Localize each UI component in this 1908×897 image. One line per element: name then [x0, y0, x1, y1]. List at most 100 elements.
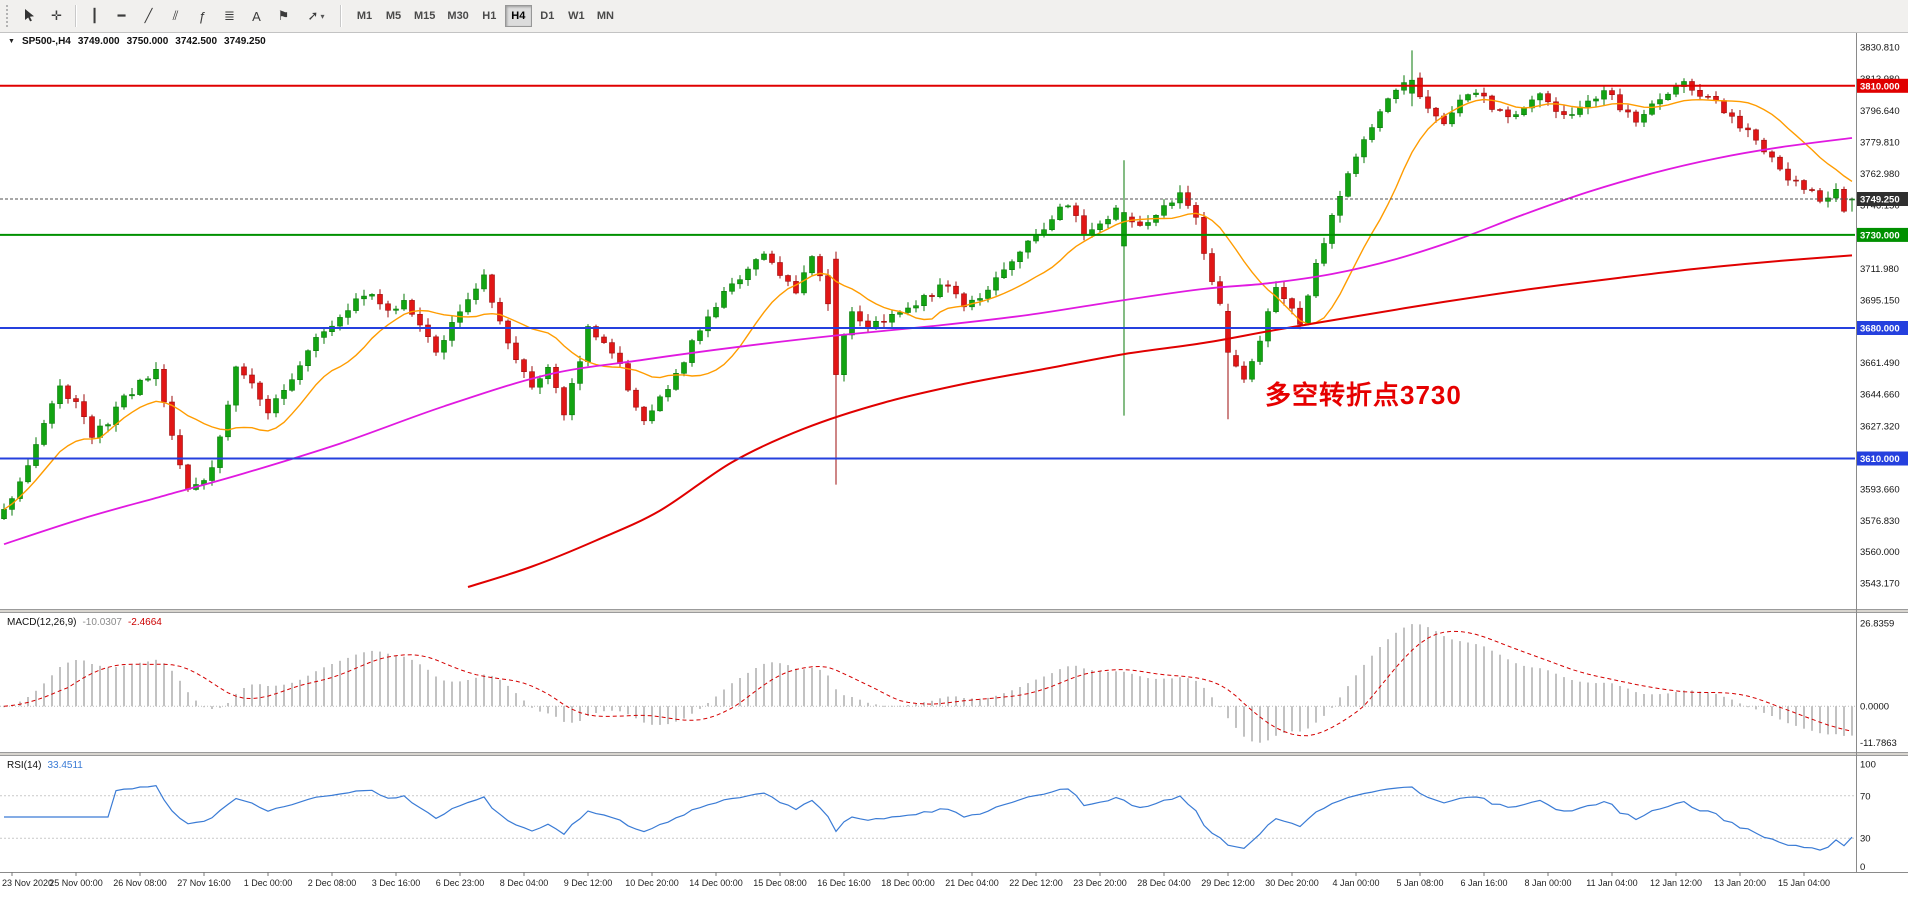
chart-title: ▼ SP500-,H4 3749.000 3750.000 3742.500 3…: [8, 36, 266, 47]
svg-text:3680.000: 3680.000: [1860, 324, 1900, 335]
fibonacci-tool-button[interactable]: ƒ: [189, 4, 216, 28]
arrows-tool-button[interactable]: ➚ ▾: [297, 4, 335, 28]
svg-text:3661.490: 3661.490: [1860, 358, 1900, 369]
svg-text:3627.320: 3627.320: [1860, 422, 1900, 433]
svg-text:6 Dec 23:00: 6 Dec 23:00: [436, 878, 485, 888]
trendline-tool-button[interactable]: ╱: [135, 4, 162, 28]
svg-text:26.8359: 26.8359: [1860, 619, 1894, 630]
chart-annotation[interactable]: 多空转折点3730: [1265, 380, 1462, 410]
macd-pane: [0, 624, 1855, 743]
ma-fast-line: [3, 98, 1853, 510]
pane-separator[interactable]: [0, 752, 1908, 756]
svg-text:30 Dec 20:00: 30 Dec 20:00: [1265, 878, 1319, 888]
horizontal-line-tool-button[interactable]: ━: [108, 4, 135, 28]
arrow-tool-icon: ➚: [307, 8, 319, 23]
svg-text:15 Jan 04:00: 15 Jan 04:00: [1778, 878, 1830, 888]
trendline-icon: ╱: [144, 8, 153, 23]
label-icon: ⚑: [277, 8, 290, 23]
timeframe-button-d1[interactable]: D1: [540, 10, 555, 22]
toolbar: ✛ ┃ ━ ╱ ⫽ ƒ ≣ A ⚑ ➚ ▾ M1 M5 M15 M30 H1 H4 D1 W1…: [0, 0, 1908, 33]
chevron-down-icon: ▾: [320, 11, 325, 21]
rsi-indicator-label: RSI(14) 33.4511: [7, 760, 83, 771]
svg-text:30: 30: [1860, 834, 1871, 845]
macd-main-value: -10.0307: [82, 617, 122, 628]
svg-text:14 Dec 00:00: 14 Dec 00:00: [689, 878, 743, 888]
timeframe-button-h1[interactable]: H1: [482, 10, 497, 22]
chart-canvas[interactable]: 3830.8103813.9803796.6403779.8103762.980…: [0, 33, 1908, 897]
svg-text:-11.7863: -11.7863: [1860, 738, 1897, 749]
ohlc-low: 3742.500: [175, 36, 218, 47]
svg-text:9 Dec 12:00: 9 Dec 12:00: [564, 878, 613, 888]
vertical-line-icon: ┃: [90, 8, 99, 23]
chart-window: 3830.8103813.9803796.6403779.8103762.980…: [0, 33, 1908, 897]
price-badge: [1857, 192, 1908, 206]
channel-icon: ⫽: [172, 8, 179, 23]
svg-text:12 Jan 12:00: 12 Jan 12:00: [1650, 878, 1702, 888]
text-tool-button[interactable]: A: [243, 4, 270, 28]
svg-text:25 Nov 00:00: 25 Nov 00:00: [49, 878, 103, 888]
ma-mid-line: [3, 137, 1853, 546]
timeframe-button-mn[interactable]: MN: [596, 10, 614, 22]
label-tool-button[interactable]: ⚑: [270, 4, 297, 28]
svg-text:3593.660: 3593.660: [1860, 484, 1900, 495]
timeframe-button-m30[interactable]: M30: [447, 10, 469, 22]
toolbar-separator: [340, 5, 341, 27]
svg-text:3711.980: 3711.980: [1860, 264, 1899, 275]
text-icon: A: [252, 8, 261, 24]
svg-text:3810.000: 3810.000: [1860, 81, 1900, 92]
ohlc-high: 3750.000: [126, 36, 169, 47]
svg-text:4 Jan 00:00: 4 Jan 00:00: [1332, 878, 1379, 888]
price-badge: [1857, 321, 1908, 335]
macd-signal-line: [3, 630, 1853, 737]
cursor-tool-button[interactable]: [16, 4, 43, 28]
svg-text:3543.170: 3543.170: [1860, 579, 1900, 590]
crosshair-tool-button[interactable]: ✛: [43, 4, 70, 28]
svg-text:23 Dec 20:00: 23 Dec 20:00: [1073, 878, 1127, 888]
svg-text:0: 0: [1860, 862, 1865, 873]
svg-text:27 Nov 16:00: 27 Nov 16:00: [177, 878, 231, 888]
macd-indicator-label: MACD(12,26,9) -10.0307 -2.4664: [7, 617, 162, 628]
rsi-name: RSI(14): [7, 760, 42, 771]
svg-text:8 Jan 00:00: 8 Jan 00:00: [1524, 878, 1571, 888]
svg-text:21 Dec 04:00: 21 Dec 04:00: [945, 878, 999, 888]
svg-text:28 Dec 04:00: 28 Dec 04:00: [1137, 878, 1191, 888]
svg-text:26 Nov 08:00: 26 Nov 08:00: [113, 878, 167, 888]
price-badge: [1857, 451, 1908, 466]
timeframe-button-m5[interactable]: M5: [385, 10, 402, 22]
svg-text:1 Dec 00:00: 1 Dec 00:00: [244, 878, 293, 888]
svg-text:70: 70: [1860, 791, 1871, 802]
fibonacci-icon: ƒ: [198, 8, 207, 24]
svg-text:29 Dec 12:00: 29 Dec 12:00: [1201, 878, 1255, 888]
chart-axes: 3830.8103813.9803796.6403779.8103762.980…: [0, 33, 1908, 888]
timeframe-button-m15[interactable]: M15: [414, 10, 436, 22]
svg-text:11 Jan 04:00: 11 Jan 04:00: [1586, 878, 1637, 888]
svg-text:22 Dec 12:00: 22 Dec 12:00: [1009, 878, 1063, 888]
svg-text:3610.000: 3610.000: [1860, 454, 1900, 465]
pane-separator[interactable]: [0, 609, 1908, 613]
ma-slow-line: [467, 254, 1853, 588]
svg-text:2 Dec 08:00: 2 Dec 08:00: [308, 878, 357, 888]
svg-text:18 Dec 00:00: 18 Dec 00:00: [881, 878, 935, 888]
svg-text:3695.150: 3695.150: [1860, 295, 1900, 306]
svg-text:16 Dec 16:00: 16 Dec 16:00: [817, 878, 871, 888]
vertical-line-tool-button[interactable]: ┃: [81, 4, 108, 28]
channel-tool-button[interactable]: ⫽: [162, 4, 189, 28]
svg-text:3 Dec 16:00: 3 Dec 16:00: [372, 878, 421, 888]
horizontal-line-icon: ━: [117, 8, 126, 23]
svg-text:3779.810: 3779.810: [1860, 138, 1900, 149]
svg-text:3762.980: 3762.980: [1860, 169, 1900, 180]
price-badge: [1857, 227, 1908, 242]
ohlc-open: 3749.000: [77, 36, 120, 47]
timeframe-toolbar: M1 M5 M15 M30 H1 H4 D1 W1 MN: [350, 5, 620, 27]
timeframe-button-h4[interactable]: H4: [504, 5, 532, 27]
ohlc-close: 3749.250: [224, 36, 266, 47]
svg-text:3730.000: 3730.000: [1860, 230, 1900, 241]
svg-text:3830.810: 3830.810: [1860, 43, 1900, 54]
rsi-line: [4, 784, 1853, 851]
chart-symbol-period: SP500-,H4: [21, 36, 71, 47]
timeframe-button-m1[interactable]: M1: [356, 10, 373, 22]
cycle-lines-tool-button[interactable]: ≣: [216, 4, 243, 28]
toolbar-grip[interactable]: [6, 5, 11, 27]
timeframe-button-w1[interactable]: W1: [568, 10, 585, 22]
chart-menu-icon[interactable]: ▼: [8, 38, 15, 45]
